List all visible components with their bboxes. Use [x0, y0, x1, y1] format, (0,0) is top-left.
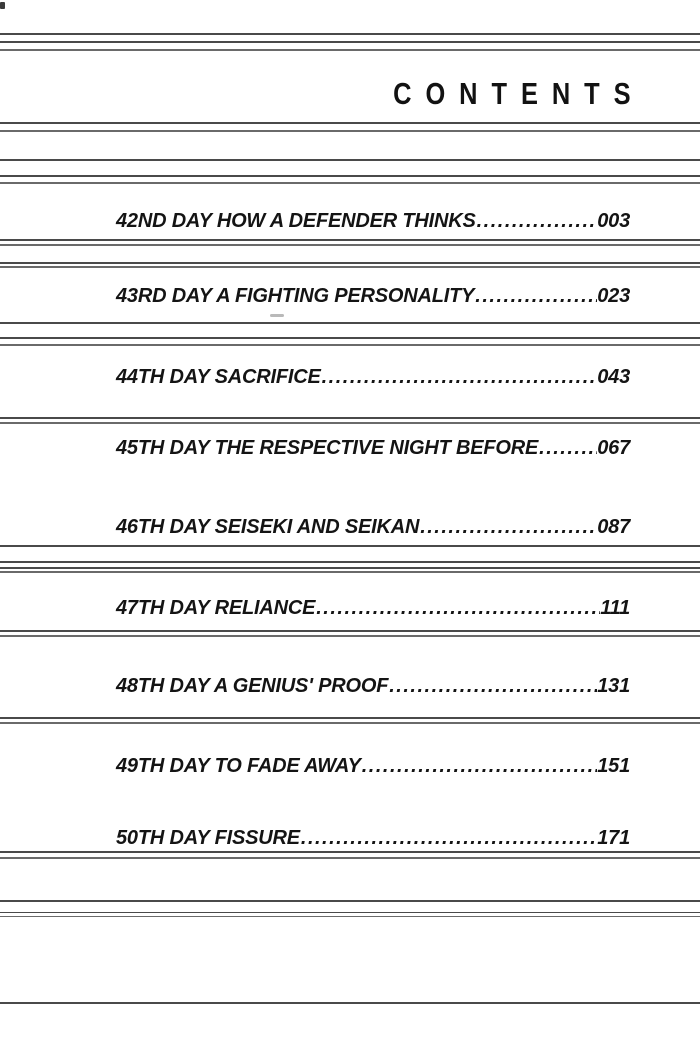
- toc-leader-dots: ...........................: [475, 285, 597, 307]
- horizontal-rule: [0, 41, 700, 43]
- horizontal-rule: [0, 337, 700, 339]
- toc-entry-title: 48TH DAY A GENIUS' PROOF: [116, 675, 389, 697]
- horizontal-rule: [0, 635, 700, 637]
- horizontal-rule: [0, 182, 700, 184]
- toc-page-number: 171: [597, 827, 630, 849]
- toc-entry-title: 44TH DAY SACRIFICE: [116, 366, 321, 388]
- horizontal-rule: [0, 561, 700, 563]
- horizontal-rule: [0, 344, 700, 346]
- toc-leader-dots: ........................................…: [316, 597, 600, 619]
- toc-entry-title: 45TH DAY THE RESPECTIVE NIGHT BEFORE: [116, 437, 539, 459]
- toc-entry-title: 47TH DAY RELIANCE: [116, 597, 316, 619]
- toc-entry-title: 42ND DAY HOW A DEFENDER THINKS: [116, 210, 476, 232]
- horizontal-rule: [0, 900, 700, 902]
- toc-entry: 43RD DAY A FIGHTING PERSONALITY ........…: [116, 283, 630, 309]
- horizontal-rule: [0, 717, 700, 719]
- page-title: CONTENTS: [392, 76, 644, 111]
- toc-entry: 48TH DAY A GENIUS' PROOF ...............…: [116, 673, 630, 699]
- toc-leader-dots: ........................................…: [389, 675, 598, 697]
- toc-page-number: 003: [597, 210, 630, 232]
- toc-entry-title: 49TH DAY TO FADE AWAY: [116, 755, 361, 777]
- horizontal-rule: [0, 916, 700, 917]
- scan-speck-top-left: [0, 2, 5, 9]
- toc-page-number: 043: [597, 366, 630, 388]
- horizontal-rule: [0, 722, 700, 724]
- toc-leader-dots: ............................: [476, 210, 598, 232]
- horizontal-rule: [0, 322, 700, 324]
- horizontal-rule: [0, 122, 700, 124]
- toc-entry: 46TH DAY SEISEKI AND SEIKAN ............…: [116, 514, 630, 540]
- toc-leader-dots: ........................................…: [321, 366, 598, 388]
- horizontal-rule: [0, 422, 700, 424]
- toc-page-number: 023: [597, 285, 630, 307]
- horizontal-rule: [0, 630, 700, 632]
- horizontal-rule: [0, 159, 700, 161]
- horizontal-rule: [0, 49, 700, 51]
- toc-page-number: 151: [597, 755, 630, 777]
- toc-entry: 45TH DAY THE RESPECTIVE NIGHT BEFORE ...…: [116, 435, 630, 461]
- horizontal-rule: [0, 567, 700, 569]
- toc-page-number: 131: [597, 675, 630, 697]
- horizontal-rule: [0, 545, 700, 547]
- toc-entry: 50TH DAY FISSURE .......................…: [116, 825, 630, 851]
- horizontal-rule: [0, 33, 700, 35]
- toc-page-number: 111: [600, 597, 630, 619]
- toc-page-number: 067: [597, 437, 630, 459]
- toc-entry-title: 43RD DAY A FIGHTING PERSONALITY: [116, 285, 475, 307]
- horizontal-rule: [0, 262, 700, 264]
- toc-leader-dots: ........................................…: [300, 827, 598, 849]
- toc-entry: 49TH DAY TO FADE AWAY ..................…: [116, 753, 630, 779]
- toc-entry: 47TH DAY RELIANCE ......................…: [116, 595, 630, 621]
- horizontal-rule: [0, 912, 700, 913]
- toc-entry-title: 46TH DAY SEISEKI AND SEIKAN: [116, 516, 420, 538]
- toc-page-number: 087: [597, 516, 630, 538]
- horizontal-rule: [0, 571, 700, 573]
- toc-entry-title: 50TH DAY FISSURE: [116, 827, 300, 849]
- horizontal-rule: [0, 266, 700, 268]
- horizontal-rule: [0, 130, 700, 132]
- horizontal-rule: [0, 1002, 700, 1004]
- horizontal-rule: [0, 417, 700, 419]
- toc-entry: 44TH DAY SACRIFICE .....................…: [116, 364, 630, 390]
- toc-leader-dots: ........................................…: [361, 755, 597, 777]
- toc-leader-dots: .................................: [420, 516, 597, 538]
- horizontal-rule: [0, 244, 700, 246]
- horizontal-rule: [0, 857, 700, 859]
- horizontal-rule: [0, 239, 700, 241]
- horizontal-rule: [0, 175, 700, 177]
- scan-smudge: [270, 314, 284, 317]
- horizontal-rule: [0, 851, 700, 853]
- toc-leader-dots: ....................: [539, 437, 597, 459]
- toc-entry: 42ND DAY HOW A DEFENDER THINKS .........…: [116, 208, 630, 234]
